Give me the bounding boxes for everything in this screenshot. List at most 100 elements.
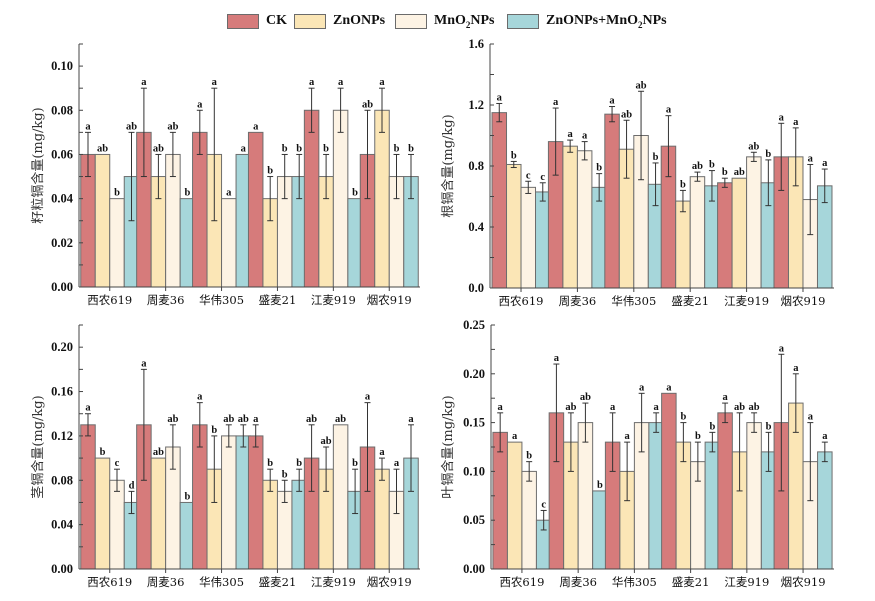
significance-letter: a [793, 363, 799, 374]
significance-letter: a [141, 77, 147, 88]
significance-letter: a [253, 121, 259, 132]
significance-letter: ab [153, 143, 164, 154]
significance-letter: a [85, 121, 91, 132]
significance-letter: a [85, 403, 91, 414]
significance-letter: b [709, 160, 715, 171]
significance-letter: a [197, 99, 203, 110]
significance-letter: b [267, 458, 273, 469]
significance-letter: a [609, 96, 615, 107]
significance-letter: ab [636, 80, 647, 91]
significance-letter: a [822, 431, 828, 442]
bar [492, 431, 508, 570]
y-tick-label: 0.10 [51, 59, 73, 73]
significance-letter: a [394, 458, 400, 469]
legend: CK ZnONPs MnO2NPs ZnONPs+MnO2NPs [0, 0, 875, 36]
bar [731, 177, 748, 289]
x-tick-label: 周麦36 [559, 294, 597, 308]
x-tick-label: 盛麦21 [259, 575, 297, 589]
bar [276, 490, 293, 570]
significance-letter: ab [321, 436, 332, 447]
legend-label-sub: 2 [638, 19, 643, 30]
x-tick-label: 西农619 [499, 575, 544, 589]
significance-letter: a [582, 131, 588, 142]
significance-letter: b [408, 143, 414, 154]
bar [689, 176, 706, 289]
significance-letter: ab [749, 402, 760, 413]
significance-letter: ab [692, 161, 703, 172]
significance-letter: b [680, 412, 686, 423]
bar [150, 457, 167, 570]
bar [562, 145, 578, 289]
y-tick-label: 0.08 [51, 473, 73, 487]
significance-letter: a [666, 382, 672, 393]
significance-letter: b [709, 421, 715, 432]
significance-letter: a [808, 153, 814, 164]
bar [535, 191, 551, 289]
bar [521, 470, 537, 570]
significance-letter: b [296, 143, 302, 154]
significance-letter: d [129, 480, 135, 491]
significance-letter: ab [734, 402, 745, 413]
y-tick-label: 1.6 [468, 37, 484, 51]
y-tick-label: 0.25 [463, 318, 485, 332]
significance-letter: ab [167, 121, 178, 132]
significance-letter: b [511, 150, 517, 161]
significance-letter: b [526, 451, 532, 462]
y-tick-label: 0.8 [468, 159, 484, 173]
significance-letter: b [765, 149, 771, 160]
significance-letter: ab [153, 447, 164, 458]
y-tick-label: 0.00 [51, 280, 73, 294]
bar [332, 424, 349, 570]
y-tick-label: 0.00 [463, 562, 485, 576]
legend-label-main: MnO [434, 12, 466, 28]
significance-letter: b [184, 188, 190, 199]
legend-label-mno2nps: MnO2NPs [434, 13, 495, 30]
significance-letter: b [596, 163, 602, 174]
y-tick-label: 0.10 [463, 464, 485, 478]
x-tick-label: 西农619 [87, 293, 132, 307]
significance-letter: a [379, 77, 385, 88]
significance-letter: a [379, 447, 385, 458]
y-tick-label: 0.02 [51, 236, 73, 250]
significance-letter: a [408, 414, 414, 425]
significance-letter: b [766, 421, 772, 432]
significance-letter: a [625, 431, 631, 442]
y-tick-label: 0.20 [463, 367, 485, 381]
x-tick-label: 江麦919 [311, 575, 356, 589]
significance-letter: a [808, 412, 814, 423]
bar [374, 468, 390, 570]
significance-letter: b [282, 469, 288, 480]
y-axis-label: 茎镉含量(mg/kg) [30, 395, 46, 498]
bar [374, 109, 390, 288]
significance-letter: b [296, 458, 302, 469]
significance-letter: a [553, 97, 559, 108]
legend-label-main: ZnONPs+MnO [546, 12, 638, 28]
y-tick-label: 0.12 [51, 429, 73, 443]
bar [506, 441, 523, 570]
bar [80, 424, 96, 570]
x-tick-label: 周麦36 [147, 293, 185, 307]
y-axis-label: 籽粒镉含量(mg/kg) [30, 107, 46, 223]
legend-swatch-combo [507, 13, 539, 29]
significance-letter: a [568, 129, 574, 140]
significance-letter: a [554, 353, 560, 364]
bar [247, 131, 264, 288]
legend-swatch-znonps [294, 13, 326, 29]
bar [817, 451, 833, 570]
bar [332, 109, 349, 288]
significance-letter: ab [362, 99, 373, 110]
significance-letter: b [184, 491, 190, 502]
bar [576, 150, 593, 289]
bar [94, 457, 111, 570]
y-tick-label: 0.04 [51, 192, 74, 206]
y-tick-label: 0.15 [463, 416, 485, 430]
significance-letter: a [497, 92, 503, 103]
legend-label-tail: NPs [470, 12, 495, 28]
bar [109, 479, 125, 570]
x-tick-label: 江麦919 [724, 575, 769, 589]
significance-letter: ab [223, 414, 234, 425]
significance-letter: b [114, 188, 120, 199]
y-tick-label: 0.20 [51, 340, 73, 354]
significance-letter: a [722, 392, 728, 403]
